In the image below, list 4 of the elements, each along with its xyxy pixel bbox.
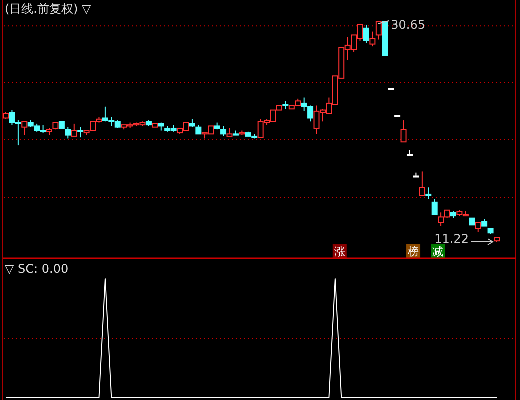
- annotation: 11.22: [434, 232, 469, 246]
- chart-title: (日线.前复权) ▽: [5, 2, 92, 16]
- annotation: 30.65: [391, 18, 426, 32]
- chart-title: ▽ SC: 0.00: [5, 262, 69, 276]
